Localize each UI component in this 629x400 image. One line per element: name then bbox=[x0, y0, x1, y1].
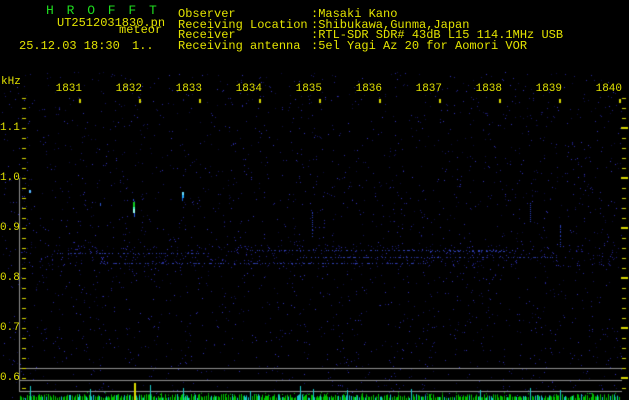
freq-axis-label: 1.0 bbox=[0, 172, 20, 184]
time-axis-label: 1834 bbox=[235, 83, 262, 95]
field-label: Receiving antenna bbox=[178, 39, 301, 53]
observation-counter: 1.. bbox=[132, 39, 154, 53]
time-axis-label: 1840 bbox=[595, 83, 622, 95]
time-axis-label: 1839 bbox=[535, 83, 562, 95]
freq-unit-label: kHz bbox=[1, 76, 21, 88]
freq-axis-label: 1.1 bbox=[0, 122, 20, 134]
freq-axis-label: 0.6 bbox=[0, 372, 20, 384]
field-label: Receiver bbox=[178, 28, 236, 42]
time-axis-label: 1833 bbox=[175, 83, 202, 95]
time-axis-label: 1835 bbox=[295, 83, 322, 95]
time-axis-label: 1832 bbox=[115, 83, 142, 95]
field-value: :Shibukawa,Gunma,Japan bbox=[311, 18, 470, 32]
field-value: :5el Yagi Az 20 for Aomori VOR bbox=[311, 39, 528, 53]
observation-datetime: 25.12.03 18:30 bbox=[19, 39, 120, 53]
app-title: H R O F F T bbox=[46, 3, 160, 18]
field-label: Receiving Location bbox=[178, 18, 308, 32]
field-label: Observer bbox=[178, 7, 236, 21]
field-value: :RTL-SDR SDR# 43dB L15 114.1MHz USB bbox=[311, 28, 564, 42]
capture-filename: UT2512031830.pn bbox=[57, 16, 166, 30]
freq-axis-label: 0.7 bbox=[0, 322, 20, 334]
mode-label: meteor bbox=[119, 23, 163, 37]
time-axis-label: 1836 bbox=[355, 83, 382, 95]
time-axis-label: 1831 bbox=[55, 83, 82, 95]
time-axis-label: 1837 bbox=[415, 83, 442, 95]
freq-axis-label: 0.9 bbox=[0, 222, 20, 234]
time-axis-label: 1838 bbox=[475, 83, 502, 95]
freq-axis-label: 0.8 bbox=[0, 272, 20, 284]
field-value: :Masaki Kano bbox=[311, 7, 398, 21]
